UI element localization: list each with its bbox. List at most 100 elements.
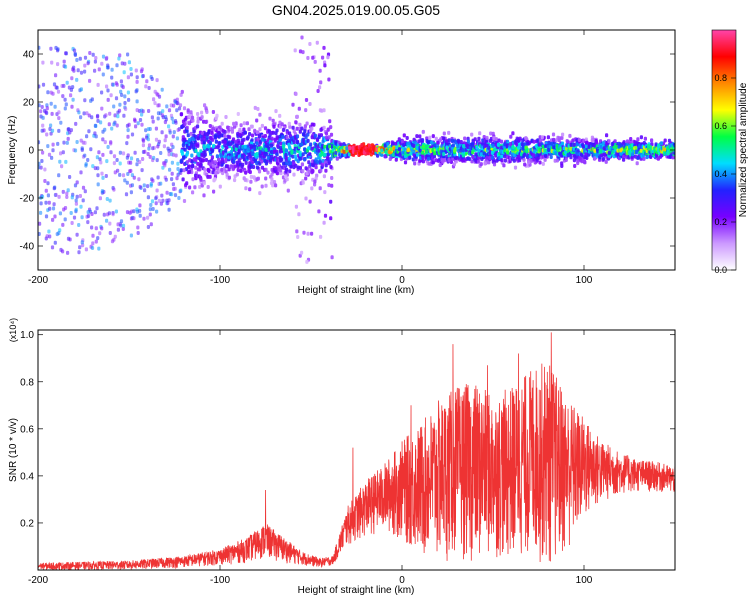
spectrogram-cell [101,137,105,142]
spectrogram-cell [391,153,396,157]
spectrogram-cell [143,188,147,193]
spectrogram-cell [224,148,228,153]
spectrogram-cell [171,145,175,150]
spectrogram-cell [101,54,106,59]
spectrogram-cell [227,167,231,172]
spectrogram-cell [96,113,100,118]
spectrogram-cell [57,231,61,236]
spectrogram-cell [304,166,308,171]
spectrogram-cell [218,125,222,130]
spectrogram-cell [109,93,113,98]
spectrogram-cell [211,110,215,114]
spectrogram-cell [541,145,545,149]
spectrogram-cell [298,152,302,157]
spectrogram-cell [105,197,109,201]
spectrogram-cell [250,138,254,143]
spectrogram-cell [146,152,150,156]
spectrogram-cell [130,132,135,137]
spectrogram-cell [421,150,425,155]
spectrogram-x-ticks: -200 -100 0 100 [28,30,593,286]
spectrogram-cell [233,178,237,183]
spectrogram-cells [38,35,675,264]
spectrogram-cell [185,143,189,148]
spectrogram-cell [45,106,49,111]
colorbar-label: Normalized spectral amplitude [738,82,749,217]
spectrogram-cell [83,140,87,145]
spectrogram-cell [639,148,643,153]
spectrogram-cell [106,145,110,149]
spectrogram-cell [41,123,45,128]
spectrogram-cell [474,152,478,157]
spectrogram-cell [264,147,268,152]
spectrogram-cell [89,98,93,103]
spectrogram-cell [135,88,139,93]
spectrogram-cell [500,154,504,159]
spectrogram-cell [129,233,133,238]
spectrogram-cell [234,147,238,152]
spectrogram-cell [471,155,475,160]
spectrogram-cell [106,65,110,70]
spectrogram-cell [101,152,105,157]
spectrogram-cell [223,143,227,148]
spectrogram-cell [78,194,82,198]
spectrogram-cell [224,169,228,174]
spectrogram-cell [323,63,327,68]
spectrogram-cell [500,158,504,163]
spectrogram-cell [629,137,633,141]
spectrogram-cell [189,144,193,149]
spectrogram-cell [234,151,238,156]
spectrogram-cell [208,174,212,179]
spectrogram-cell [274,166,278,171]
spectrogram-cell [288,145,292,150]
spectrogram-cell [434,136,438,141]
spectrogram-cell [267,129,271,134]
spectrogram-cell [431,134,435,139]
spectrogram-cell [485,155,489,160]
spectrogram-cell [479,152,483,157]
spectrogram-cell [284,153,288,157]
spectrogram-cell [148,127,152,131]
spectrogram-cell [58,211,62,216]
spectrogram-cell [53,104,57,109]
spectrogram-cell [151,178,155,183]
spectrogram-cell [602,152,606,157]
spectrogram-cell [518,158,522,163]
spectrogram-cell [246,147,250,152]
spectrogram-cell [419,138,423,143]
spectrogram-cell [75,140,79,144]
spectrogram-cell [327,183,331,188]
spectrogram-cell [301,152,305,157]
spectrogram-cell [51,206,56,211]
spectrogram-cell [105,159,109,164]
y-tick-label: -40 [20,242,35,253]
spectrogram-cell [201,158,206,163]
spectrogram-cell [48,234,52,239]
spectrogram-cell [403,160,408,165]
spectrogram-cell [657,143,661,148]
spectrogram-cell [146,215,150,220]
spectrogram-cell [194,149,198,153]
spectrogram-cell [202,181,206,186]
spectrogram-cell [436,143,440,148]
spectrogram-cell [203,152,207,157]
spectrogram-cell [217,157,221,162]
spectrogram-cell [659,141,664,146]
spectrogram-cell [161,109,165,114]
spectrogram-cell [226,141,230,146]
spectrogram-cell [75,77,79,82]
spectrogram-cell [162,144,166,149]
spectrogram-cell [190,115,195,120]
spectrogram-cell [568,133,572,138]
spectrogram-cell [148,212,152,217]
spectrogram-cell [212,189,216,194]
spectrogram-cell [207,129,211,134]
spectrogram-cell [86,158,90,162]
spectrogram-cell [315,40,319,45]
spectrogram-cell [59,151,63,156]
spectrogram-cell [74,201,78,206]
spectrogram-cell [64,159,68,164]
spectrogram-cell [485,143,489,148]
spectrogram-cell [300,126,304,131]
spectrogram-cell [197,153,201,158]
